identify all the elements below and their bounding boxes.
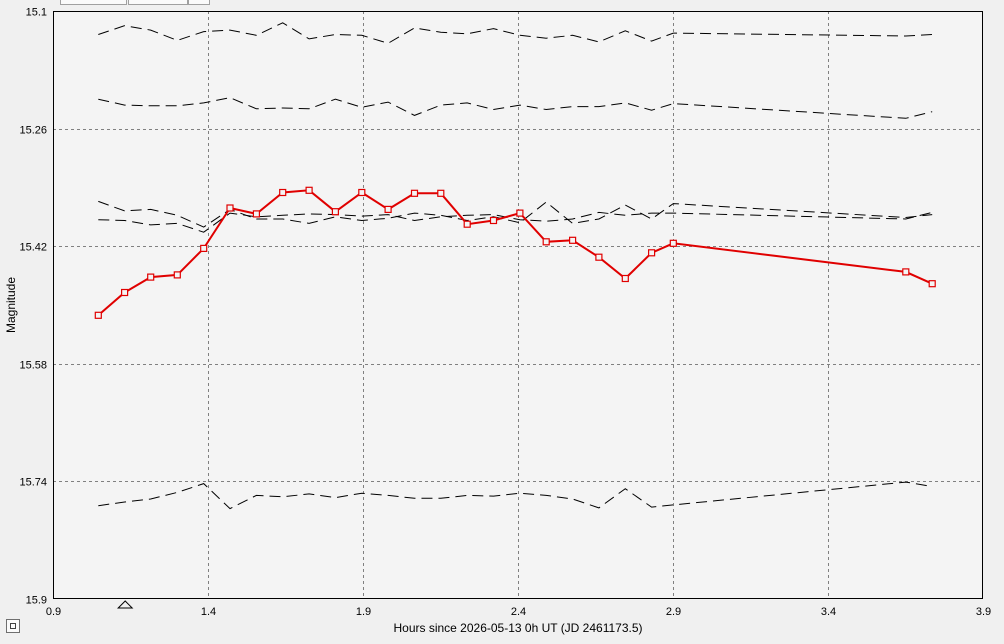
target-point[interactable]	[384, 205, 392, 213]
target-point[interactable]	[173, 271, 181, 279]
comparison-star-series-4	[98, 211, 933, 233]
target-point[interactable]	[669, 239, 677, 247]
target-point[interactable]	[595, 253, 603, 261]
x-tick-label: 3.4	[821, 606, 836, 618]
target-point[interactable]	[516, 209, 524, 217]
target-point[interactable]	[647, 249, 656, 257]
comparison-star-series-2	[98, 97, 933, 119]
target-point[interactable]	[489, 216, 498, 225]
y-tick-label: 15.42	[19, 242, 47, 254]
toolbar-tab[interactable]	[60, 0, 127, 5]
time-marker-triangle[interactable]	[116, 600, 134, 609]
target-point[interactable]	[226, 204, 234, 212]
target-point[interactable]	[147, 273, 155, 281]
target-point[interactable]	[437, 189, 445, 197]
x-tick-label: 1.9	[356, 606, 371, 618]
toolbar-tab[interactable]	[188, 0, 210, 5]
target-point[interactable]	[463, 220, 471, 228]
x-tick-label: 0.9	[46, 606, 61, 618]
plot-frame	[53, 11, 983, 599]
x-tick-label: 2.9	[666, 606, 681, 618]
corner-toggle-button[interactable]	[6, 619, 20, 633]
y-tick-label: 15.58	[19, 360, 47, 372]
x-tick-label: 3.9	[976, 606, 991, 618]
target-point[interactable]	[120, 288, 129, 297]
x-tick-labels: 0.9 1.4 1.9 2.4 2.9 3.4 3.9	[46, 606, 991, 618]
comparison-star-series-1	[98, 22, 933, 44]
comparison-star-series-5	[98, 481, 933, 510]
target-point[interactable]	[410, 189, 419, 197]
target-point[interactable]	[305, 186, 313, 194]
target-point[interactable]	[568, 236, 577, 244]
target-point[interactable]	[902, 268, 910, 276]
target-point[interactable]	[928, 280, 936, 288]
square-icon	[10, 623, 16, 629]
target-point[interactable]	[621, 274, 629, 283]
y-tick-label: 15.74	[19, 477, 47, 489]
y-tick-labels: 15.1 15.26 15.42 15.58 15.74 15.9	[19, 7, 47, 607]
toolbar-remnant	[0, 0, 1004, 6]
target-point[interactable]	[542, 238, 550, 246]
target-point[interactable]	[331, 208, 339, 216]
x-tick-label: 2.4	[511, 606, 526, 618]
y-tick-label: 15.26	[19, 125, 47, 137]
target-point[interactable]	[94, 311, 102, 319]
toolbar-tab[interactable]	[128, 0, 188, 5]
y-tick-label: 15.1	[26, 7, 47, 19]
target-point[interactable]	[279, 188, 287, 197]
series-layer	[94, 22, 936, 510]
comparison-star-series-3	[98, 200, 933, 228]
target-point[interactable]	[200, 244, 208, 252]
target-point[interactable]	[252, 210, 260, 218]
grid-lines	[53, 11, 983, 599]
target-point[interactable]	[358, 188, 366, 197]
y-axis-label: Magnitude	[4, 277, 18, 333]
x-axis-label: Hours since 2026-05-13 0h UT (JD 2461173…	[393, 621, 642, 635]
x-tick-label: 1.4	[201, 606, 216, 618]
y-tick-label: 15.9	[26, 595, 47, 607]
